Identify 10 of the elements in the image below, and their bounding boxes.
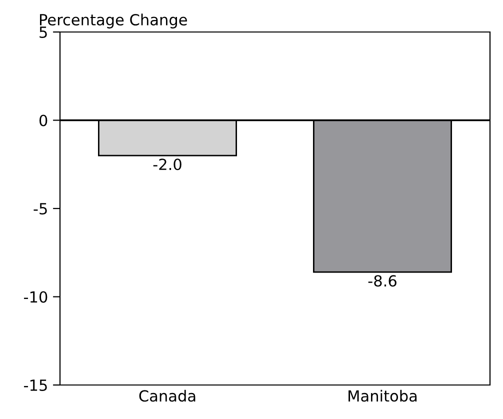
y-tick-label: 0 — [39, 114, 48, 126]
x-tick-label: Manitoba — [348, 390, 417, 402]
y-tick-label: -10 — [24, 291, 48, 303]
y-axis-title: Percentage Change — [40, 14, 187, 28]
data-label: -8.6 — [368, 275, 396, 287]
data-label: -2.0 — [153, 158, 182, 170]
x-tick-label: Canada — [139, 390, 196, 402]
y-tick-label: 5 — [40, 26, 47, 38]
y-tick-label: -15 — [24, 380, 47, 392]
y-tick-label: -5 — [34, 203, 47, 215]
